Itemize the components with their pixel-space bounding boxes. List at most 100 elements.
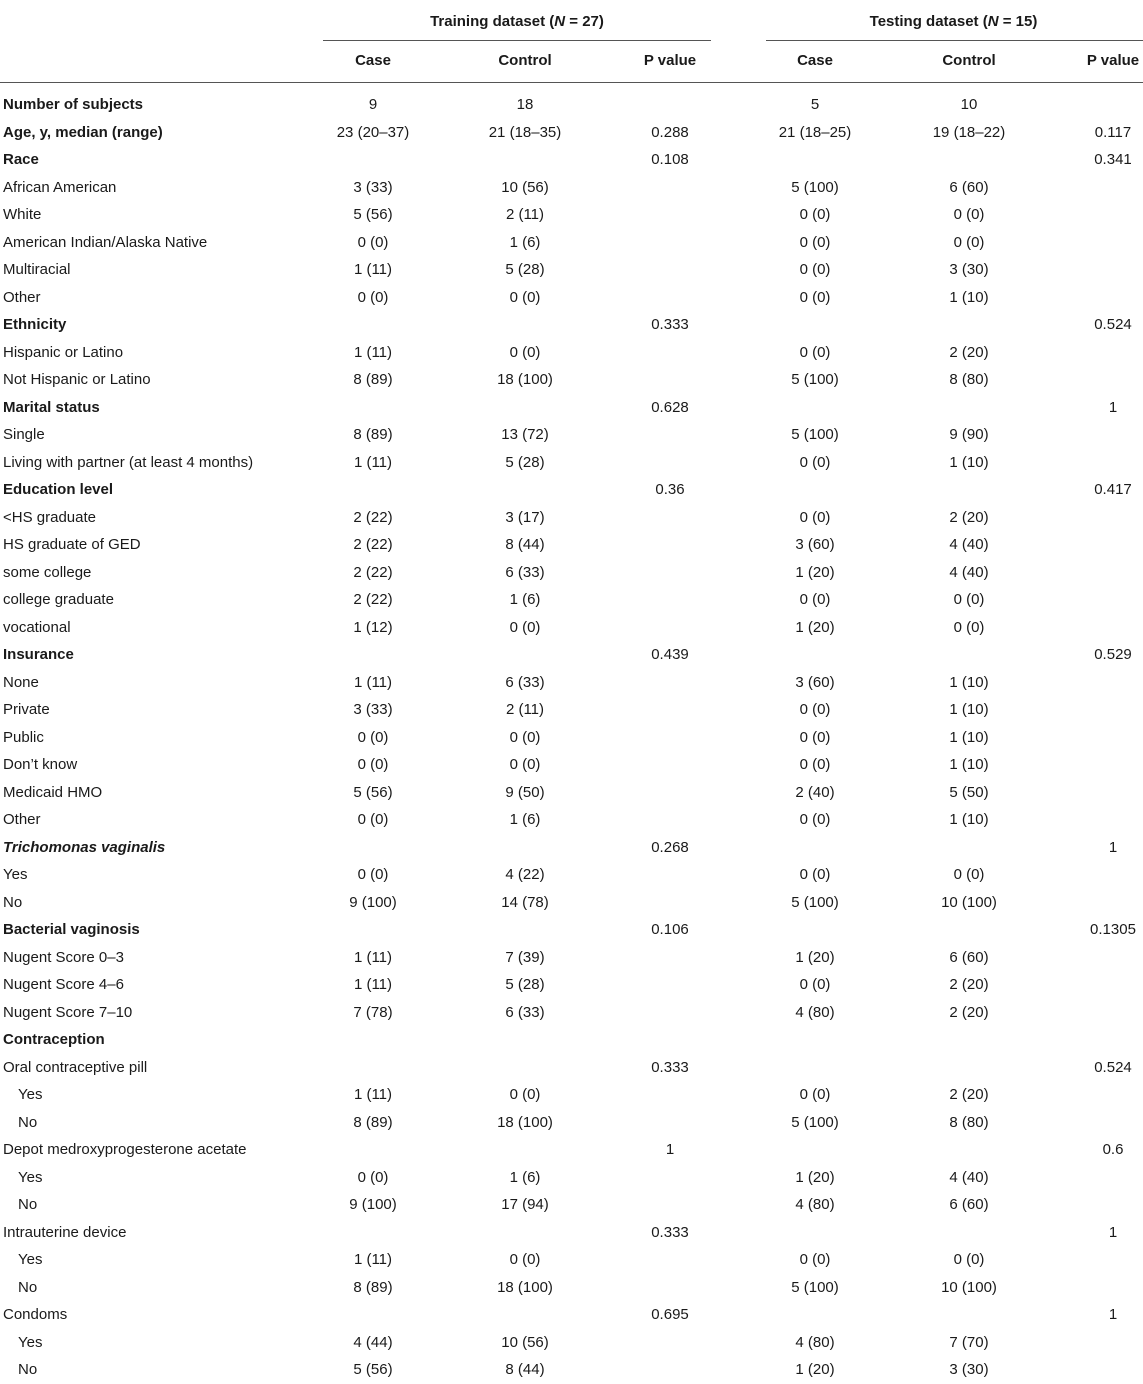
cell-training-control bbox=[475, 641, 575, 669]
cell-training-pvalue bbox=[620, 229, 720, 257]
training-header-underline bbox=[323, 40, 711, 41]
cell-testing-pvalue bbox=[1068, 889, 1143, 917]
cell-testing-pvalue: 0.524 bbox=[1094, 1058, 1132, 1076]
cell-training-pvalue bbox=[620, 586, 720, 614]
cell-training-pvalue bbox=[620, 256, 720, 284]
cell-training-control: 21 (18–35) bbox=[488, 123, 562, 141]
cell-training-case: 8 (89) bbox=[353, 371, 393, 388]
cell-testing-control: 1 (10) bbox=[949, 453, 989, 471]
row-label: Condoms bbox=[3, 1306, 68, 1323]
cell-testing-pvalue: 0.529 bbox=[1094, 646, 1132, 663]
cell-testing-case: 1 (20) bbox=[795, 618, 835, 636]
cell-testing-control: 2 (20) bbox=[949, 1086, 989, 1103]
cell-training-control: 2 (11) bbox=[505, 701, 545, 718]
cell-testing-control bbox=[919, 641, 1019, 669]
row-label: Don’t know bbox=[3, 756, 78, 773]
cell-testing-pvalue bbox=[1068, 531, 1143, 559]
row-label: No bbox=[18, 1361, 38, 1378]
row-label: Living with partner (at least 4 months) bbox=[3, 453, 254, 471]
cell-training-pvalue bbox=[620, 1081, 720, 1109]
cell-training-case: 1 (11) bbox=[353, 343, 393, 361]
row-label: vocational bbox=[3, 618, 71, 636]
col-header-training-pvalue: P value bbox=[643, 52, 697, 69]
cell-testing-case: 0 (0) bbox=[799, 453, 831, 471]
cell-testing-pvalue: 0.417 bbox=[1094, 481, 1132, 498]
row-label: Nugent Score 4–6 bbox=[3, 976, 124, 993]
row-label: Oral contraceptive pill bbox=[3, 1058, 148, 1076]
row-label: Other bbox=[3, 811, 41, 828]
row-label: Contraception bbox=[3, 1031, 105, 1048]
cell-training-pvalue: 0.106 bbox=[651, 921, 689, 938]
cell-training-pvalue bbox=[620, 669, 720, 697]
cell-training-control bbox=[475, 916, 575, 944]
cell-training-pvalue bbox=[620, 1356, 720, 1384]
cell-testing-control: 3 (30) bbox=[949, 1361, 989, 1378]
cell-training-pvalue: 0.695 bbox=[651, 1306, 689, 1323]
cell-training-control: 0 (0) bbox=[509, 1086, 541, 1103]
cell-training-control: 8 (44) bbox=[505, 536, 545, 553]
cell-training-control: 5 (28) bbox=[505, 976, 545, 993]
cell-testing-pvalue bbox=[1068, 586, 1143, 614]
table-row: college graduate 2 (22) 1 (6) 0 (0) 0 (0) bbox=[0, 586, 1143, 614]
table-row: Medicaid HMO 5 (56) 9 (50) 2 (40) 5 (50) bbox=[0, 779, 1143, 807]
cell-testing-case bbox=[765, 1026, 865, 1054]
cell-training-pvalue bbox=[620, 201, 720, 229]
cell-training-case bbox=[323, 1026, 423, 1054]
cell-testing-pvalue bbox=[1068, 944, 1143, 972]
cell-testing-pvalue bbox=[1068, 1191, 1143, 1219]
cell-training-pvalue bbox=[620, 174, 720, 202]
cell-testing-pvalue bbox=[1068, 724, 1143, 752]
cell-testing-control: 2 (20) bbox=[949, 976, 989, 993]
table-row: Education level 0.36 0.417 bbox=[0, 476, 1143, 504]
table-row: some college 2 (22) 6 (33) 1 (20) 4 (40) bbox=[0, 559, 1143, 587]
cell-testing-control: 6 (60) bbox=[949, 948, 989, 966]
cell-testing-control bbox=[919, 916, 1019, 944]
cell-testing-case: 0 (0) bbox=[799, 343, 831, 361]
cell-training-pvalue bbox=[620, 806, 720, 834]
cell-training-case: 0 (0) bbox=[357, 728, 389, 746]
row-label: Multiracial bbox=[3, 261, 71, 278]
cell-testing-pvalue bbox=[1068, 971, 1143, 999]
table-row: Private 3 (33) 2 (11) 0 (0) 1 (10) bbox=[0, 696, 1143, 724]
cell-training-control bbox=[475, 1054, 575, 1082]
cell-testing-case bbox=[765, 1136, 865, 1164]
cell-training-control: 10 (56) bbox=[501, 178, 549, 196]
cell-testing-pvalue: 0.524 bbox=[1094, 316, 1132, 333]
cell-testing-case: 0 (0) bbox=[799, 261, 831, 278]
cell-training-case bbox=[323, 311, 423, 339]
row-label: Race bbox=[3, 151, 39, 168]
cell-training-control bbox=[475, 1219, 575, 1247]
cell-testing-control: 6 (60) bbox=[949, 178, 989, 196]
cell-training-case: 1 (11) bbox=[353, 1251, 393, 1268]
cell-training-control: 14 (78) bbox=[501, 893, 549, 911]
table-row: Public 0 (0) 0 (0) 0 (0) 1 (10) bbox=[0, 724, 1143, 752]
cell-testing-control: 0 (0) bbox=[953, 591, 985, 608]
table-row: Nugent Score 4–6 1 (11) 5 (28) 0 (0) 2 (20) bbox=[0, 971, 1143, 999]
cell-testing-control: 10 bbox=[960, 96, 978, 113]
cell-training-pvalue bbox=[620, 724, 720, 752]
table-row: Intrauterine device 0.333 1 bbox=[0, 1219, 1143, 1247]
cell-testing-case: 0 (0) bbox=[799, 288, 831, 306]
cell-testing-control bbox=[919, 1026, 1019, 1054]
cell-testing-control bbox=[919, 834, 1019, 862]
table-row: White 5 (56) 2 (11) 0 (0) 0 (0) bbox=[0, 201, 1143, 229]
table-row: Don’t know 0 (0) 0 (0) 0 (0) 1 (10) bbox=[0, 751, 1143, 779]
cell-training-pvalue bbox=[620, 1274, 720, 1302]
row-label: Private bbox=[3, 701, 50, 718]
cell-testing-case: 0 (0) bbox=[799, 866, 831, 883]
row-label: None bbox=[3, 673, 39, 691]
cell-testing-case: 1 (20) bbox=[795, 1168, 835, 1186]
cell-testing-pvalue bbox=[1068, 229, 1143, 257]
cell-testing-control: 1 (10) bbox=[949, 756, 989, 773]
cell-testing-control: 0 (0) bbox=[953, 206, 985, 223]
cell-training-control: 5 (28) bbox=[505, 453, 545, 471]
cell-testing-control: 19 (18–22) bbox=[932, 123, 1006, 141]
col-header-testing-pvalue: P value bbox=[1086, 52, 1140, 69]
cell-testing-control bbox=[919, 1219, 1019, 1247]
cell-training-pvalue bbox=[620, 1329, 720, 1357]
row-label: American Indian/Alaska Native bbox=[3, 233, 208, 251]
cell-testing-pvalue bbox=[1068, 1246, 1143, 1274]
header-divider bbox=[0, 82, 1143, 83]
cell-training-case bbox=[323, 834, 423, 862]
cell-training-case bbox=[323, 1219, 423, 1247]
